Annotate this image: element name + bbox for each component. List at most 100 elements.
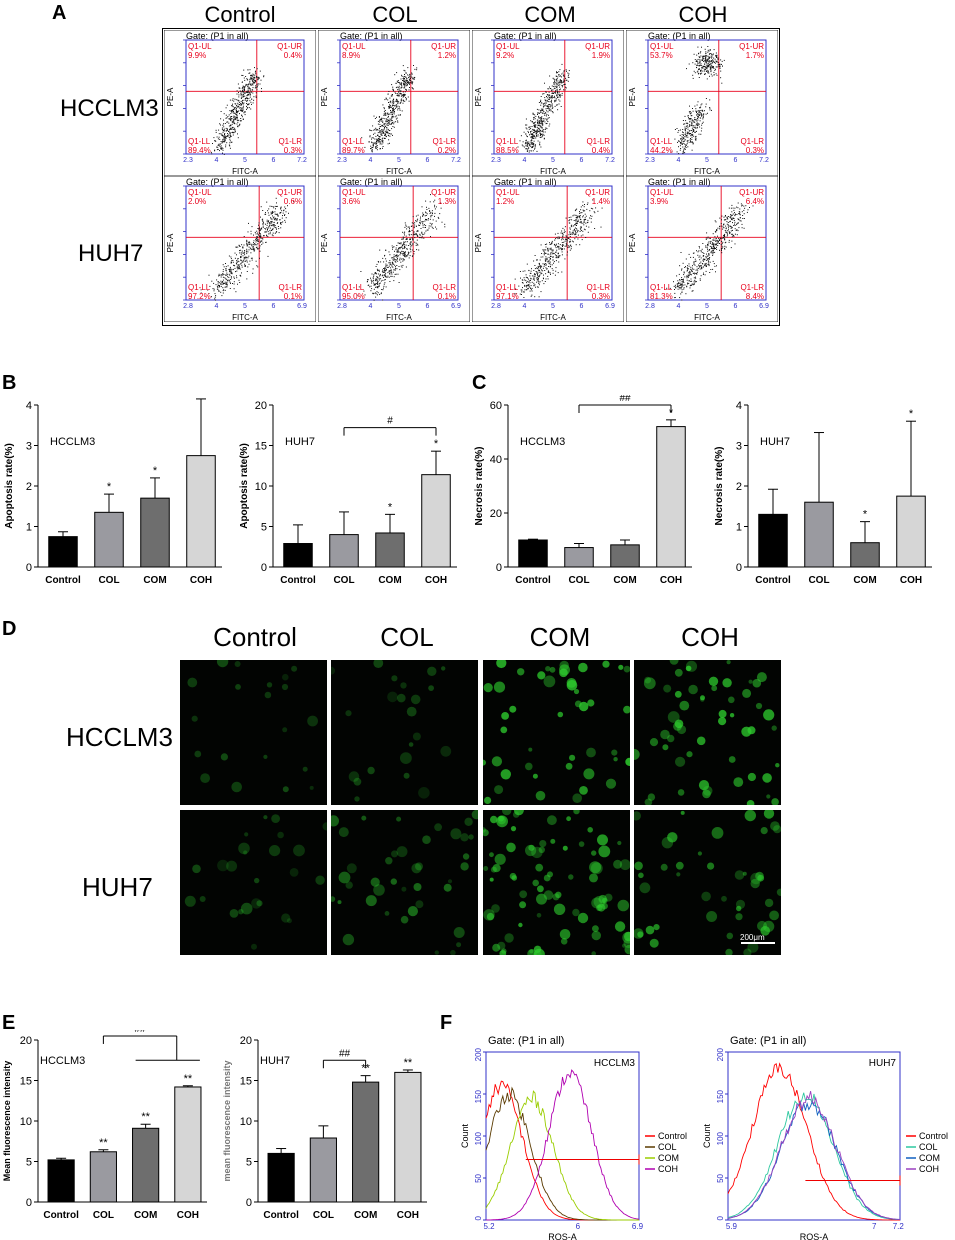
flow-xtick-label: 5 — [551, 303, 555, 310]
micrograph-hcclm3-coh — [634, 660, 781, 805]
bar-col — [329, 534, 359, 568]
x-tick-label: COL — [568, 575, 589, 586]
flow-scatter — [361, 65, 418, 153]
flow-plot-frame — [339, 39, 459, 155]
d-col-header-col: COL — [380, 622, 434, 652]
flow-quad-ul-name: Q1-UL — [342, 188, 366, 197]
micrograph-cells — [187, 660, 318, 793]
flow-quad-ur-value: 0.4% — [284, 51, 302, 60]
flow-xtick-label: 6.9 — [759, 303, 769, 310]
x-tick-label: COM — [143, 575, 166, 586]
flow-x-axis-label: FITC-A — [694, 167, 720, 176]
y-tick-label: 4 — [736, 400, 742, 412]
flow-xtick-label: 4 — [369, 303, 373, 310]
flow-xtick-label: 5 — [397, 157, 401, 164]
flow-scatter — [666, 202, 754, 301]
flow-y-axis-label: PE-A — [628, 233, 637, 252]
flow-quad-ur-name: Q1-UR — [431, 188, 456, 197]
x-tick-label: COM — [354, 1210, 377, 1221]
flow-quad-ur-value: 1.2% — [438, 51, 456, 60]
y-tick-label: 0 — [736, 562, 742, 574]
x-tick-label: COL — [93, 1210, 114, 1221]
bar-col — [89, 1151, 117, 1203]
y-tick-label: 0 — [716, 1215, 725, 1220]
flow-xtick-label: 5 — [243, 303, 247, 310]
bracket-label: ## — [339, 1048, 351, 1059]
x-axis-label: ROS-A — [548, 1232, 577, 1240]
x-tick-label: COL — [333, 575, 354, 586]
flow-quad-ur-value: 0.6% — [284, 197, 302, 206]
bar-coh — [174, 1086, 202, 1203]
flow-xtick-label: 7.2 — [297, 157, 307, 164]
col-header-coh: COH — [678, 2, 728, 27]
flow-y-axis-label: PE-A — [166, 87, 175, 106]
flow-quad-ul-name: Q1-UL — [188, 188, 212, 197]
y-tick-label: 60 — [490, 400, 502, 412]
flow-xtick-label: 4 — [369, 157, 373, 164]
histogram-series-col — [485, 1086, 639, 1221]
x-tick-label: Control — [280, 575, 316, 586]
bar-com — [132, 1127, 160, 1203]
panel-label-d: D — [2, 618, 17, 640]
panel-label-e: E — [2, 1012, 16, 1034]
flow-plot-frame — [647, 39, 767, 155]
flow-quad-lr-name: Q1-LR — [432, 137, 456, 146]
histogram-series-coh — [727, 1090, 901, 1220]
flow-quad-lr-value: 0.1% — [438, 292, 456, 301]
flow-y-axis-label: PE-A — [320, 87, 329, 106]
flow-xtick-label: 6.9 — [605, 303, 615, 310]
bar-chart-c-hcclm3: 0 20 40 60 Necrosis rate(%) HCCLM3 Control COL C… — [474, 395, 692, 586]
d-row-header-hcclm3: HCCLM3 — [66, 722, 173, 752]
flow-quad-ul-value: 9.2% — [496, 51, 514, 60]
y-tick-label: 3 — [26, 441, 32, 453]
bar-com — [375, 532, 405, 568]
chart-inset-title: HUH7 — [260, 1055, 290, 1067]
flow-plot-hcclm3-com: Gate: (P1 in all) 2.3 4 5 6 7.2 FITC-A PE-A Q1-U… — [472, 30, 624, 176]
flow-quad-ur-name: Q1-UR — [277, 42, 302, 51]
bar-control — [283, 543, 313, 568]
flow-plot-frame — [185, 185, 305, 301]
bar-col — [309, 1137, 337, 1203]
flow-y-axis-label: PE-A — [474, 87, 483, 106]
bracket-label: ## — [135, 1030, 147, 1035]
x-tick-label: COH — [900, 575, 922, 586]
flow-quad-ur-name: Q1-UR — [585, 42, 610, 51]
flow-xtick-label: 6 — [734, 303, 738, 310]
significance-mark: * — [388, 501, 393, 513]
flow-scatter — [671, 46, 725, 155]
flow-x-axis-label: FITC-A — [540, 313, 566, 322]
flow-quad-ul-name: Q1-UL — [342, 42, 366, 51]
flow-quad-lr-value: 0.1% — [284, 292, 302, 301]
flow-quad-ur-name: Q1-UR — [585, 188, 610, 197]
flow-quad-lr-value: 8.4% — [746, 292, 764, 301]
flow-plot-huh7-com: Gate: (P1 in all) 2.8 4 5 6 6.9 FITC-A PE-A Q1-U… — [472, 176, 624, 322]
flow-y-axis-label: PE-A — [166, 233, 175, 252]
x-tick-label: 7.2 — [893, 1222, 905, 1231]
flow-plot-hcclm3-control: Gate: (P1 in all) 2.3 4 5 6 7.2 FITC-A PE-A Q1-U… — [164, 30, 316, 176]
micrograph-background — [180, 660, 327, 805]
significance-mark: * — [909, 408, 914, 420]
x-tick-label: COH — [397, 1210, 419, 1221]
panel-label-c: C — [472, 372, 487, 394]
flow-plot-frame — [185, 39, 305, 155]
flow-quad-ul-value: 9.9% — [188, 51, 206, 60]
histogram-f-huh7: Gate: (P1 in all) 0 50 100 150 200 5.9 7 7.2 ROS-… — [702, 1035, 948, 1240]
bracket-label: # — [387, 416, 393, 427]
flow-quad-ll-name: Q1-LL — [342, 137, 365, 146]
significance-mark: ** — [99, 1137, 108, 1149]
flow-plot-frame — [493, 185, 613, 301]
micrograph-hcclm3-com — [483, 660, 630, 805]
x-tick-label: COH — [190, 575, 212, 586]
flow-plot-border — [626, 30, 778, 176]
y-tick-label: 100 — [716, 1131, 725, 1145]
flow-gate-text: Gate: (P1 in all) — [186, 31, 249, 41]
flow-plot-border — [472, 30, 624, 176]
flow-plot-hcclm3-coh: Gate: (P1 in all) 2.3 4 5 6 7.2 FITC-A PE-A Q1-U… — [626, 30, 778, 176]
x-tick-label: 5.2 — [483, 1222, 495, 1231]
d-col-header-com: COM — [529, 622, 591, 652]
bar-control — [518, 539, 548, 568]
histogram-gate-text: Gate: (P1 in all) — [488, 1035, 564, 1047]
flow-xtick-label: 2.8 — [183, 303, 193, 310]
flow-xtick-label: 5 — [551, 157, 555, 164]
y-tick-label: 0 — [26, 562, 32, 574]
